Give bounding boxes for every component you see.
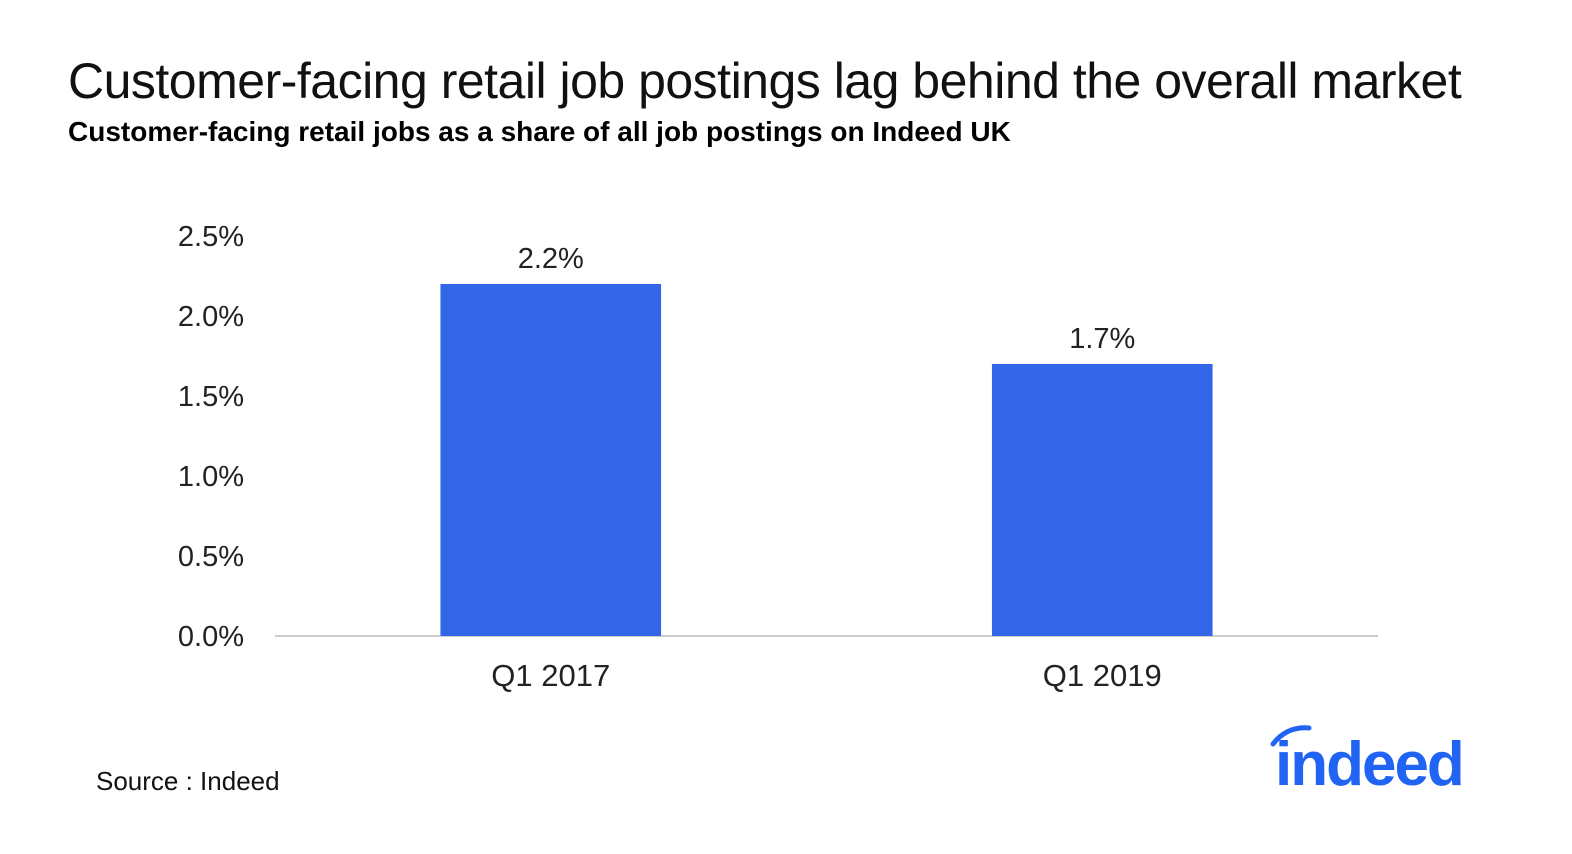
- source-note: Source : Indeed: [96, 766, 280, 796]
- bar: [440, 284, 662, 636]
- y-tick-label: 1.5%: [178, 381, 244, 413]
- chart-subtitle: Customer-facing retail jobs as a share o…: [68, 116, 1011, 147]
- x-tick-label: Q1 2017: [491, 658, 610, 693]
- x-tick-label: Q1 2019: [1043, 658, 1162, 693]
- indeed-logo: indeed: [1265, 722, 1505, 802]
- bar: [991, 364, 1213, 636]
- bar-value-label: 2.2%: [518, 243, 584, 275]
- y-tick-label: 0.5%: [178, 541, 244, 573]
- logo-text: indeed: [1275, 730, 1465, 799]
- bar-value-label: 1.7%: [1069, 323, 1135, 355]
- y-tick-label: 2.0%: [178, 301, 244, 333]
- chart-title: Customer-facing retail job postings lag …: [68, 53, 1462, 109]
- indeed-logo-icon: [1270, 725, 1312, 747]
- y-tick-label: 1.0%: [178, 461, 244, 493]
- y-tick-label: 0.0%: [178, 621, 244, 653]
- y-tick-label: 2.5%: [178, 221, 244, 253]
